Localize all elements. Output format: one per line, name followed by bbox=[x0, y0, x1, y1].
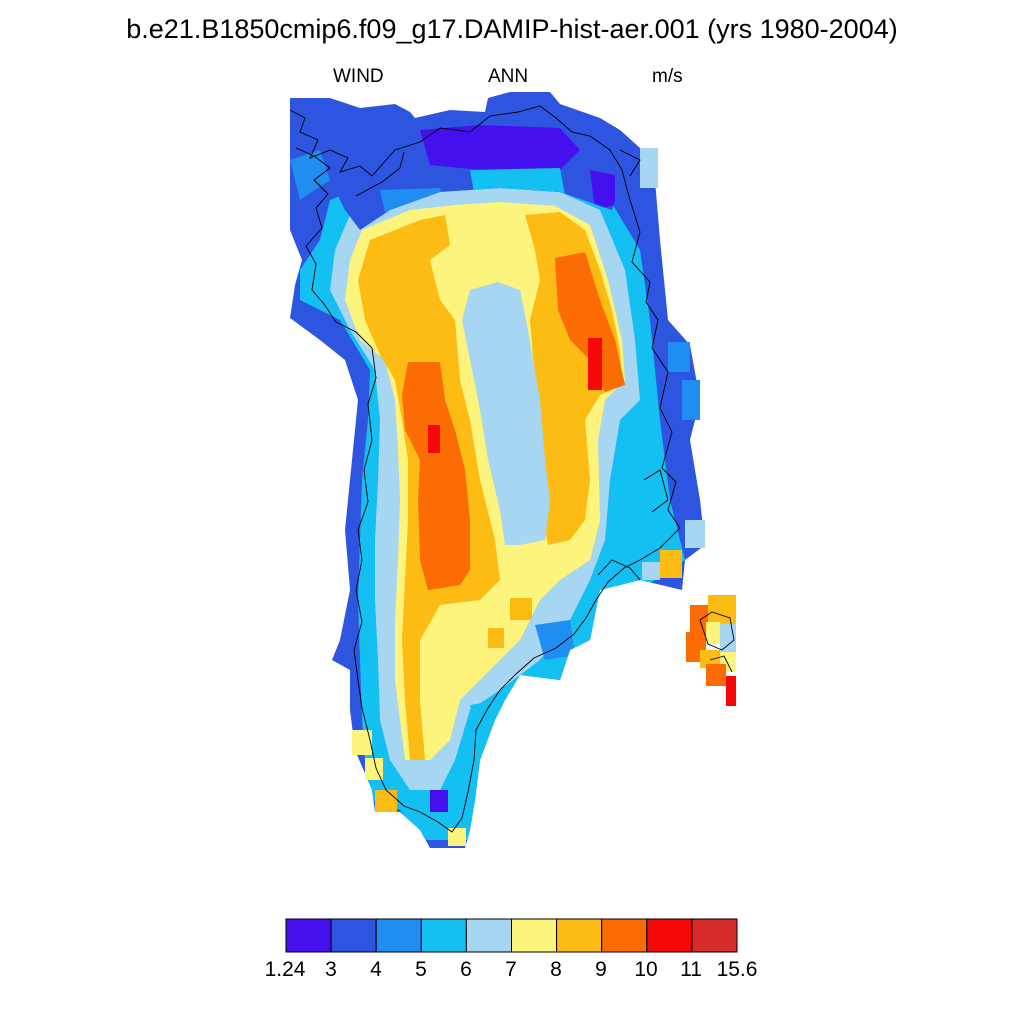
wind-field bbox=[290, 92, 736, 848]
colorbar-tick-label: 10 bbox=[634, 958, 658, 981]
colorbar-swatch bbox=[465, 918, 512, 953]
colorbar-tick-label: 8 bbox=[550, 958, 562, 981]
variable-label: WIND bbox=[333, 66, 384, 87]
colorbar-tick-label: 1.24 bbox=[264, 958, 306, 981]
coastline bbox=[289, 105, 735, 833]
colorbar-swatch bbox=[556, 918, 603, 953]
iceland-fragment bbox=[686, 595, 736, 706]
season-label: ANN bbox=[488, 66, 529, 87]
colorbar-swatch bbox=[511, 918, 558, 953]
colorbar-swatch bbox=[420, 918, 467, 953]
colorbar-tick-label: 9 bbox=[595, 958, 607, 981]
colorbar-tick-label: 15.6 bbox=[716, 958, 758, 981]
map-title: b.e21.B1850cmip6.f09_g17.DAMIP-hist-aer.… bbox=[126, 14, 898, 44]
colorbar-swatch bbox=[646, 918, 693, 953]
colorbar-tick-label: 4 bbox=[370, 958, 382, 981]
colorbar-tick-label: 6 bbox=[460, 958, 472, 981]
colorbar bbox=[285, 918, 738, 953]
colorbar-tick-label: 7 bbox=[505, 958, 517, 981]
colorbar-swatch bbox=[375, 918, 422, 953]
colorbar-swatch bbox=[691, 918, 738, 953]
colorbar-swatch bbox=[285, 918, 332, 953]
units-label: m/s bbox=[652, 66, 683, 87]
colorbar-tick-label: 3 bbox=[325, 958, 337, 981]
colorbar-swatch bbox=[601, 918, 648, 953]
colorbar-tick-label: 11 bbox=[680, 958, 702, 981]
colorbar-tick-label: 5 bbox=[415, 958, 427, 981]
colorbar-swatch bbox=[330, 918, 377, 953]
